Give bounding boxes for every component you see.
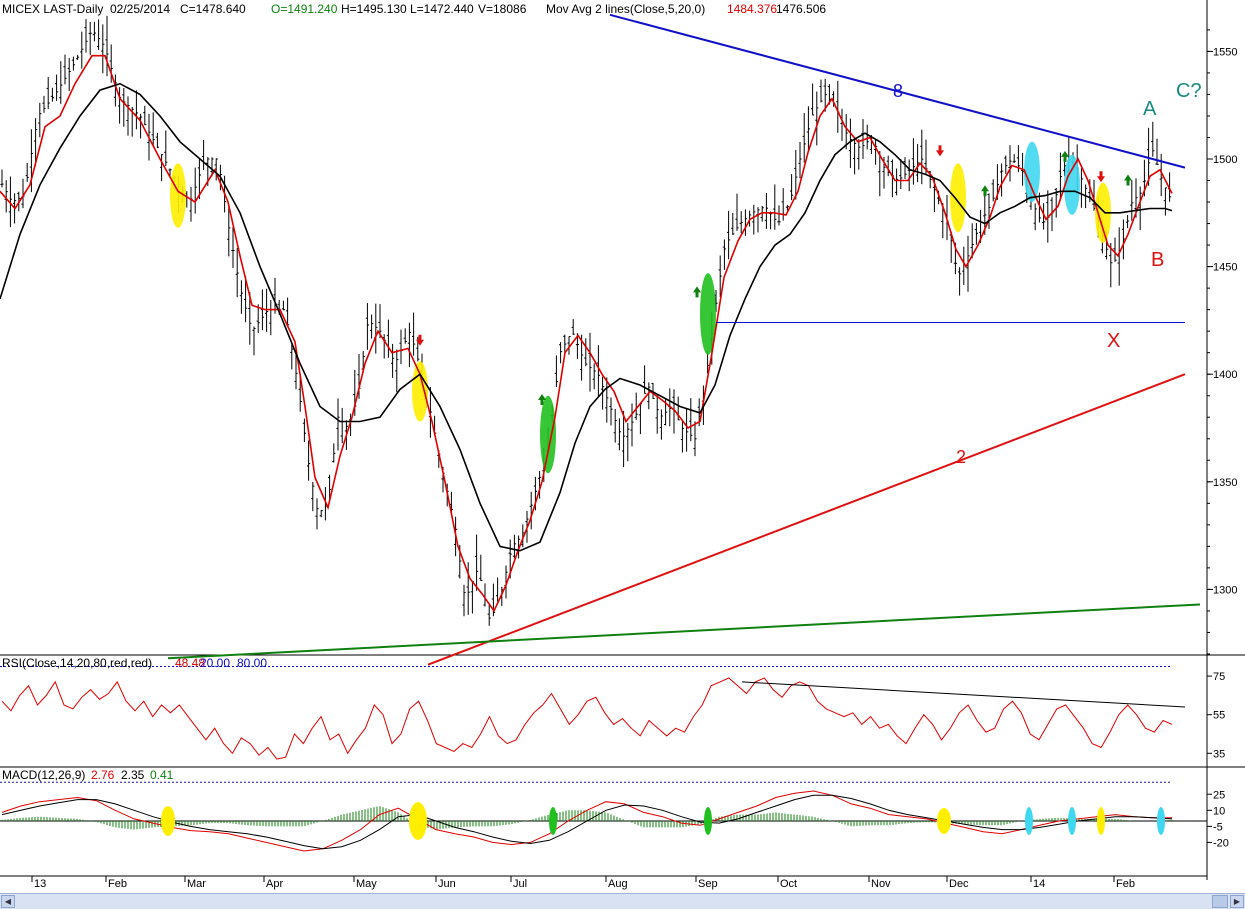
time-axis-label: 13 <box>34 878 46 890</box>
scroll-right-icon[interactable]: ▶ <box>1230 895 1244 908</box>
time-axis-label: Feb <box>1116 878 1135 890</box>
signal-marker <box>170 163 186 228</box>
time-axis-label: Jul <box>513 878 527 890</box>
ma-slow-line <box>0 82 1173 552</box>
scrollbar-thumb[interactable] <box>1212 895 1228 908</box>
signal-arrows <box>416 145 1132 406</box>
up-arrow-icon <box>693 286 701 298</box>
trendline <box>427 373 1186 666</box>
macd-hist: 0.41 <box>150 768 174 782</box>
rsi-upper: 80.00 <box>237 656 267 670</box>
time-axis-label: Mar <box>187 878 206 890</box>
signal-marker <box>1024 141 1040 203</box>
rsi-lower: 20.00 <box>200 656 230 670</box>
header-ma-slow: 1476.506 <box>776 2 827 16</box>
price-axis: 1300 1350 1400 1450 1500 1550 <box>1207 29 1237 655</box>
wave-label-x: X <box>1107 330 1120 352</box>
wave-label-c: C? <box>1176 80 1202 102</box>
ma-fast-line <box>0 54 1173 613</box>
wave-label-a: A <box>1143 98 1157 120</box>
macd-axis-label: 25 <box>1213 789 1225 801</box>
macd-signal-marker <box>549 807 557 835</box>
horizontal-scrollbar[interactable]: ◀ ▶ <box>0 893 1245 909</box>
signal-marker <box>700 273 716 355</box>
price-axis-label: 1300 <box>1213 584 1237 596</box>
price-axis-label: 1400 <box>1213 369 1237 381</box>
trendline-label-8: 8 <box>893 81 903 101</box>
trendline <box>609 13 1186 169</box>
macd-axis-label: -20 <box>1213 837 1229 849</box>
header-ma-fast: 1484.376 <box>727 2 778 16</box>
trendline-label-2: 2 <box>956 447 966 467</box>
time-axis-label: Jun <box>438 878 456 890</box>
rsi-axis-label: 75 <box>1213 671 1225 683</box>
header-date: 02/25/2014 <box>110 2 171 16</box>
down-arrow-icon <box>936 145 944 157</box>
rsi-axis-label: 35 <box>1213 748 1225 760</box>
time-axis: 13 Feb Mar Apr May Jun Jul Aug Sep Oct Nov Dec 14 Feb <box>31 876 1135 890</box>
macd-plot: -20 -5 10 25 <box>0 789 1229 852</box>
chart-title: MICEX LAST-Daily <box>2 2 104 16</box>
macd-label: MACD(12,26,9) <box>2 768 85 782</box>
signal-marker <box>1095 182 1111 243</box>
price-axis-label: 1550 <box>1213 46 1237 58</box>
header-ma-label: Mov Avg 2 lines(Close,5,20,0) <box>546 2 706 16</box>
rsi-plot: 35 55 75 <box>0 665 1225 783</box>
macd-signal-marker <box>409 802 427 840</box>
trendlines <box>167 13 1201 666</box>
moving-average-lines <box>0 54 1173 613</box>
macd-signal-marker <box>704 807 712 835</box>
header-open: O=1491.240 <box>271 2 338 16</box>
time-axis-label: Dec <box>949 878 969 890</box>
trendline <box>167 603 1201 660</box>
scroll-left-icon[interactable]: ◀ <box>1 895 15 908</box>
up-arrow-icon <box>981 185 989 197</box>
header-low: L=1472.440 <box>410 2 474 16</box>
wave-label-b: B <box>1151 249 1164 271</box>
price-axis-label: 1500 <box>1213 154 1237 166</box>
macd-line <box>1 790 1172 852</box>
macd-signal-marker <box>1068 807 1076 835</box>
macd-signal-marker <box>1157 807 1165 835</box>
time-axis-label: Sep <box>698 878 718 890</box>
signal-marker <box>540 395 556 474</box>
time-axis-label: 14 <box>1033 878 1045 890</box>
macd-signal-marker <box>161 806 175 836</box>
price-bars <box>0 15 1172 626</box>
rsi-line <box>1 677 1173 760</box>
macd-signal-marker <box>1097 807 1105 835</box>
up-arrow-icon <box>538 394 546 406</box>
header-close: C=1478.640 <box>180 2 246 16</box>
rsi-axis-label: 55 <box>1213 710 1225 722</box>
rsi-value: 48.48 <box>175 656 205 670</box>
time-axis-label: May <box>356 878 377 890</box>
signal-marker <box>950 163 966 233</box>
price-markers <box>170 141 1111 474</box>
up-arrow-icon <box>1124 174 1132 186</box>
time-axis-label: Apr <box>266 878 283 890</box>
macd-axis-label: 10 <box>1213 805 1225 817</box>
price-axis-label: 1450 <box>1213 262 1237 274</box>
price-axis-label: 1350 <box>1213 477 1237 489</box>
time-axis-label: Feb <box>108 878 127 890</box>
down-arrow-icon <box>416 334 424 346</box>
macd-value: 2.76 <box>91 768 115 782</box>
header-volume: V=18086 <box>478 2 527 16</box>
macd-signal-marker <box>1025 807 1033 835</box>
macd-signal-marker <box>937 808 951 834</box>
time-axis-label: Nov <box>871 878 891 890</box>
signal-marker <box>1064 154 1080 215</box>
macd-signal: 2.35 <box>121 768 145 782</box>
signal-marker <box>412 361 428 422</box>
rsi-label: RSI(Close,14,20,80,red,red) <box>2 656 152 670</box>
rsi-trendline <box>741 681 1186 708</box>
up-arrow-icon <box>1061 150 1069 162</box>
down-arrow-icon <box>1097 171 1105 183</box>
time-axis-label: Aug <box>608 878 628 890</box>
time-axis-label: Oct <box>780 878 797 890</box>
macd-axis-label: -5 <box>1213 821 1223 833</box>
macd-signal-line <box>1 794 1173 850</box>
header-high: H=1495.130 <box>341 2 407 16</box>
